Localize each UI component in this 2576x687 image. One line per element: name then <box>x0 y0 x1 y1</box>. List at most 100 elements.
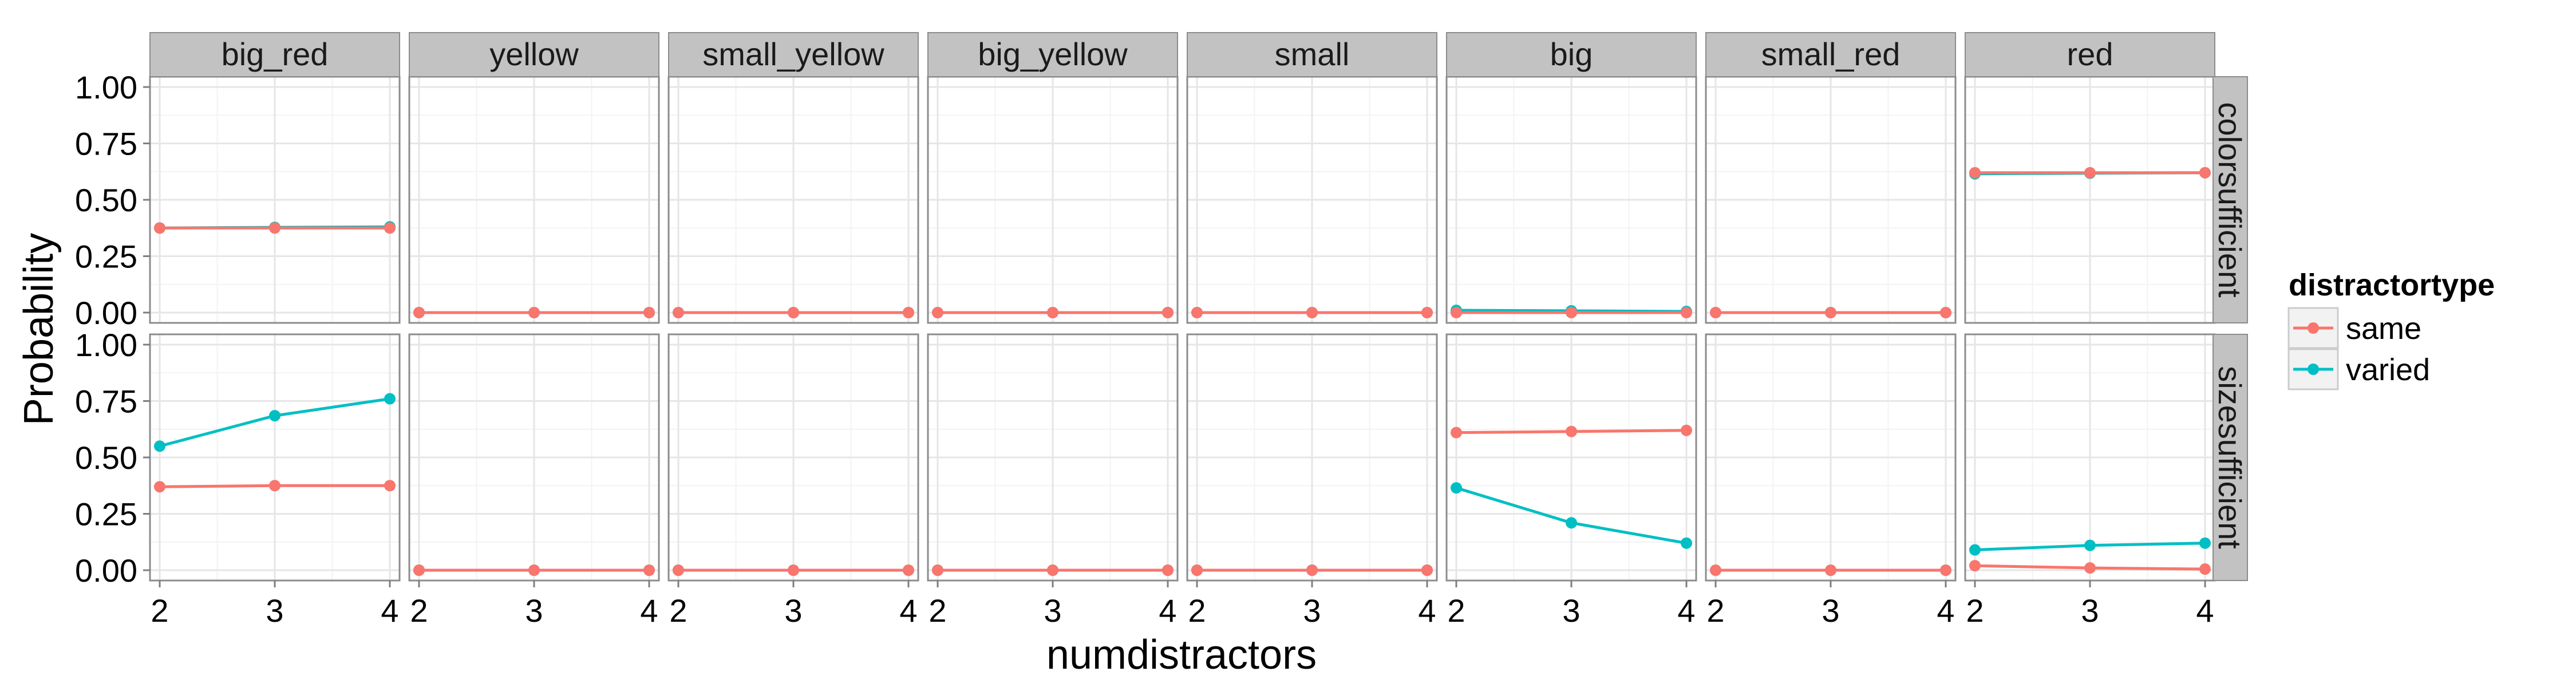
data-point-same <box>1681 307 1692 318</box>
data-point-same <box>1451 307 1462 318</box>
legend-entry-varied: varied <box>2287 348 2430 390</box>
column-strip-label: yellow <box>489 36 579 72</box>
data-point-same <box>384 480 396 492</box>
y-tick-label: 1.00 <box>75 69 137 105</box>
x-tick-label: 2 <box>1706 593 1724 629</box>
row-strip-sizesufficient: sizesufficient <box>2212 334 2248 581</box>
x-tick-label: 4 <box>1418 593 1436 629</box>
data-point-same <box>1710 564 1721 576</box>
x-tick-label: 3 <box>1303 593 1321 629</box>
data-point-same <box>1191 307 1203 318</box>
column-strip <box>409 32 659 77</box>
column-strip <box>1705 32 1956 77</box>
data-point-same <box>528 564 540 576</box>
column-strip <box>149 32 400 77</box>
column-strip-label: big <box>1550 36 1593 72</box>
y-tick-label: 0.25 <box>75 496 137 532</box>
data-point-same <box>673 564 684 576</box>
y-tick-label: 0.50 <box>75 440 137 476</box>
column-strip-label: big_yellow <box>978 36 1128 72</box>
y-tick-label: 0.00 <box>75 552 137 589</box>
data-point-varied <box>2084 539 2096 551</box>
data-point-same <box>384 222 396 234</box>
column-strip <box>1187 32 1437 77</box>
column-strip <box>1965 32 2215 77</box>
row-strip-colorsufficient: colorsufficient <box>2212 76 2248 323</box>
panel-sizesufficient-red: 2 3 4 <box>1964 333 2216 629</box>
x-tick-label: 2 <box>929 593 946 629</box>
data-point-same <box>903 307 914 318</box>
x-tick-label: 3 <box>1562 593 1580 629</box>
legend-entry-label: same <box>2346 311 2421 346</box>
y-axis-title: Probability <box>16 233 62 425</box>
data-point-same <box>2199 563 2211 575</box>
data-point-varied <box>269 410 280 422</box>
x-tick-label: 4 <box>1677 593 1695 629</box>
panel-colorsufficient-big_red: big_red 0.00 0.25 0.50 0.75 1.00 <box>75 32 401 331</box>
data-point-same <box>1162 564 1174 576</box>
legend: distractortype same varied <box>2287 268 2495 390</box>
x-tick-label: 2 <box>1966 593 1984 629</box>
x-tick-label: 4 <box>1159 593 1176 629</box>
x-tick-label: 3 <box>525 593 543 629</box>
panel-sizesufficient-small: 2 3 4 <box>1186 333 1438 629</box>
row-strip-label: colorsufficient <box>2212 102 2248 298</box>
column-strip <box>927 32 1178 77</box>
data-point-same <box>788 564 799 576</box>
data-point-same <box>1969 167 1981 179</box>
panel-sizesufficient-small_yellow: 2 3 4 <box>667 333 919 629</box>
data-point-same <box>2199 167 2211 179</box>
data-point-same <box>1047 564 1058 576</box>
data-point-same <box>1825 307 1836 318</box>
x-tick-label: 3 <box>266 593 283 629</box>
y-tick-label: 1.00 <box>75 327 137 363</box>
data-point-same <box>1710 307 1721 318</box>
legend-entry-label: varied <box>2346 353 2430 387</box>
x-tick-label: 2 <box>1188 593 1206 629</box>
panel-sizesufficient-small_red: 2 3 4 <box>1705 333 1957 629</box>
x-tick-label: 4 <box>640 593 658 629</box>
column-strip <box>668 32 919 77</box>
data-point-same <box>1940 307 1951 318</box>
data-point-same <box>2084 562 2096 574</box>
data-point-varied <box>2199 537 2211 549</box>
data-point-same <box>1421 564 1433 576</box>
panel-colorsufficient-yellow: yellow <box>408 32 660 324</box>
row-strip <box>2212 76 2248 323</box>
column-strip-label: small <box>1275 36 1350 72</box>
panel-colorsufficient-small: small <box>1186 32 1438 324</box>
y-tick-label: 0.00 <box>75 295 137 331</box>
data-point-same <box>528 307 540 318</box>
x-tick-label: 3 <box>2081 593 2099 629</box>
panel-sizesufficient-big_yellow: 2 3 4 <box>927 333 1179 629</box>
data-point-same <box>932 307 943 318</box>
column-strip <box>1446 32 1697 77</box>
legend-entry-same: same <box>2287 307 2421 349</box>
data-point-same <box>1306 307 1318 318</box>
data-point-same <box>1969 560 1981 572</box>
y-tick-label: 0.75 <box>75 126 137 162</box>
row-strip <box>2212 334 2248 581</box>
data-point-same <box>643 307 655 318</box>
x-tick-label: 4 <box>381 593 398 629</box>
legend-key-point <box>2308 364 2319 375</box>
data-point-same <box>673 307 684 318</box>
data-point-same <box>1306 564 1318 576</box>
data-point-same <box>1047 307 1058 318</box>
data-point-same <box>932 564 943 576</box>
legend-key-point <box>2308 322 2319 334</box>
x-tick-label: 2 <box>669 593 687 629</box>
y-tick-label: 0.25 <box>75 239 137 275</box>
x-tick-label: 2 <box>410 593 428 629</box>
panel-sizesufficient-big_red: 2 3 4 0.00 0.25 0.50 0.75 1.00 <box>75 327 401 629</box>
data-point-varied <box>384 393 396 405</box>
data-point-same <box>903 564 914 576</box>
data-point-same <box>1191 564 1203 576</box>
panel-colorsufficient-big: big <box>1445 32 1697 324</box>
data-point-same <box>1566 425 1577 437</box>
column-strip-label: red <box>2067 36 2113 72</box>
data-point-same <box>1566 307 1577 318</box>
data-point-varied <box>1969 544 1981 556</box>
data-point-same <box>1681 424 1692 436</box>
